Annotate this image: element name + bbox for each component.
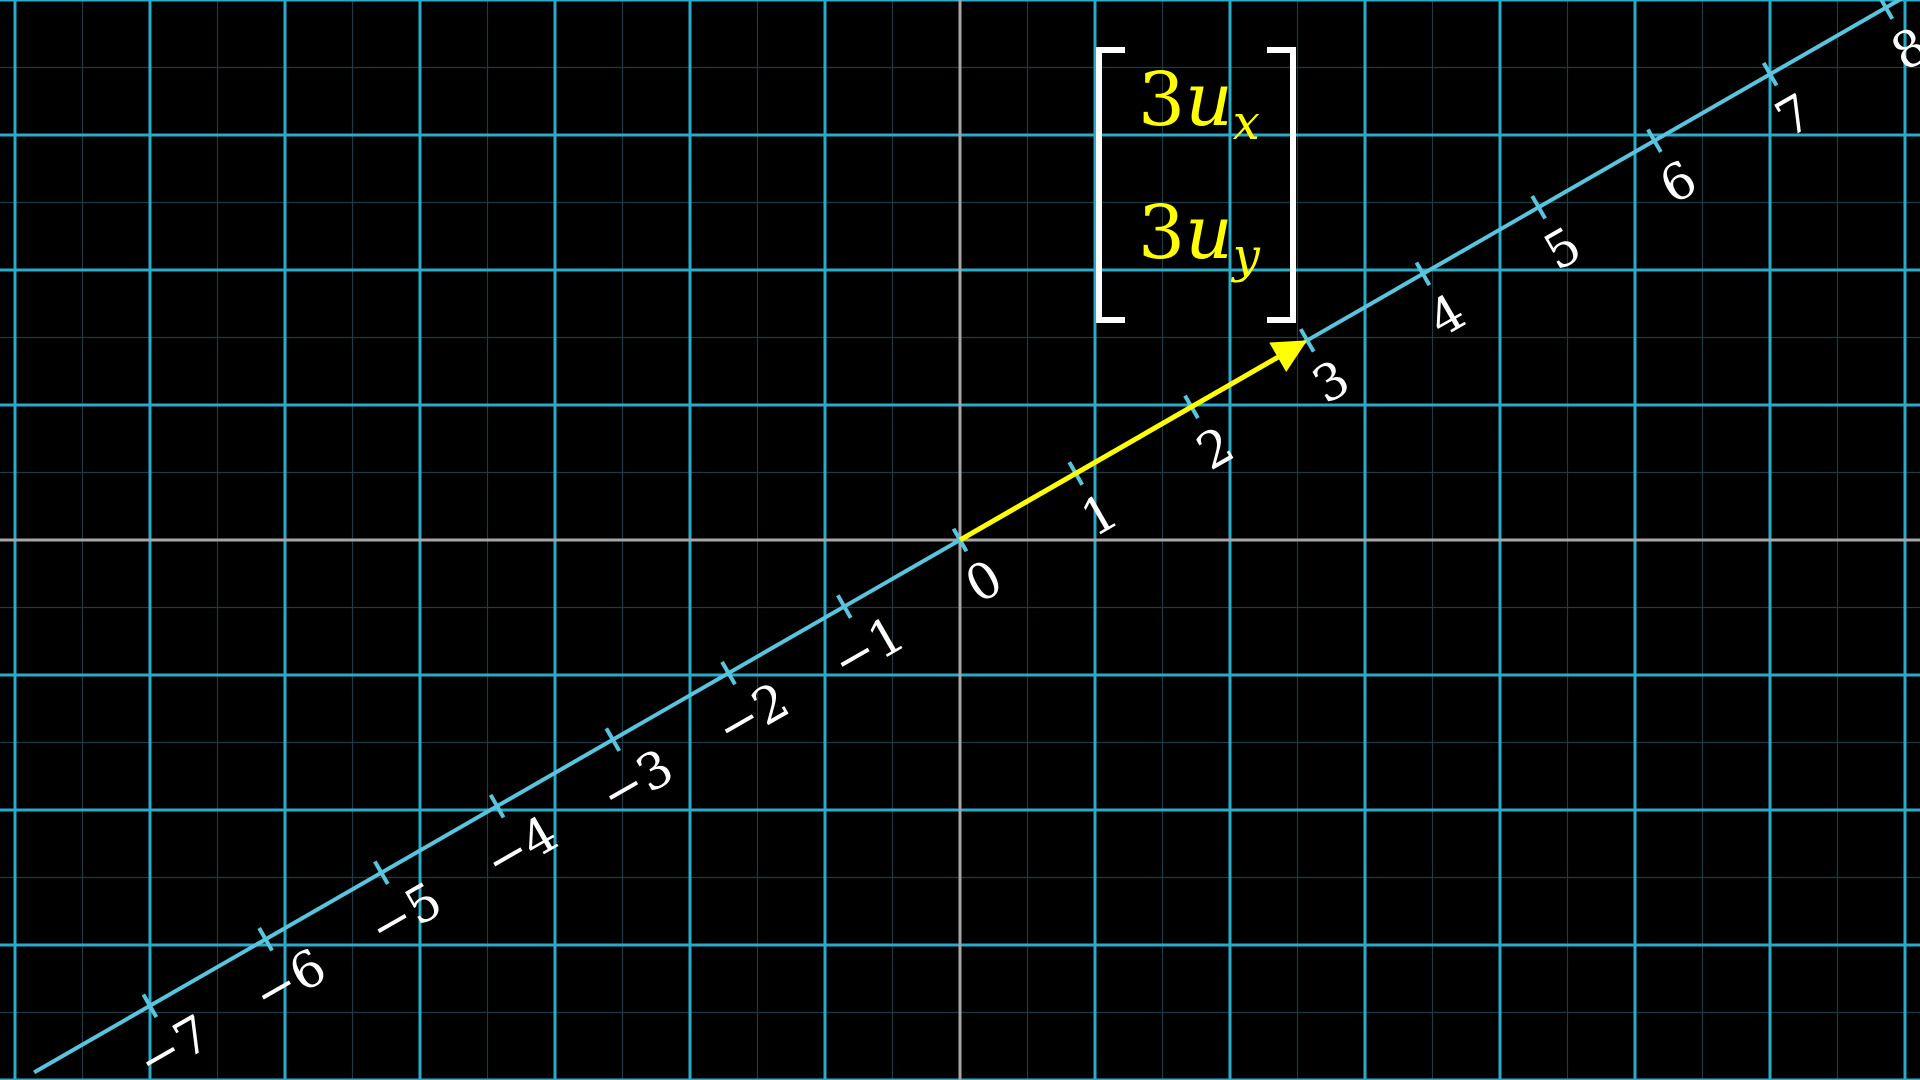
number-line-tick	[1414, 261, 1432, 287]
number-line-tick	[257, 927, 274, 952]
right-bracket	[1267, 47, 1296, 323]
number-line-tick	[373, 860, 390, 885]
number-line-tick	[1530, 195, 1547, 220]
vector-shaft	[958, 355, 1279, 543]
left-bracket	[1096, 47, 1125, 323]
matrix-coefficient: 3	[1138, 190, 1185, 276]
vector-arrow	[958, 340, 1308, 543]
number-line-tick	[1879, 0, 1895, 20]
number-line-tick	[1298, 328, 1316, 353]
matrix-coefficient: 3	[1138, 57, 1185, 143]
matrix-variable: u	[1185, 190, 1233, 276]
matrix-entry: 3uy	[1138, 190, 1261, 284]
matrix-entry: 3ux	[1138, 57, 1260, 151]
matrix-variable: u	[1185, 57, 1233, 143]
matrix-subscript: y	[1231, 228, 1261, 284]
vector-arrowhead	[1269, 340, 1308, 373]
number-line-tick	[1761, 61, 1779, 87]
number-line-tick	[488, 793, 506, 819]
number-line-tick	[836, 594, 853, 619]
number-line-tick	[1646, 128, 1663, 153]
number-line-tick	[604, 727, 622, 752]
matrix-subscript: x	[1233, 95, 1260, 151]
number-line-tick	[141, 993, 159, 1019]
number-line-tick	[720, 660, 737, 686]
